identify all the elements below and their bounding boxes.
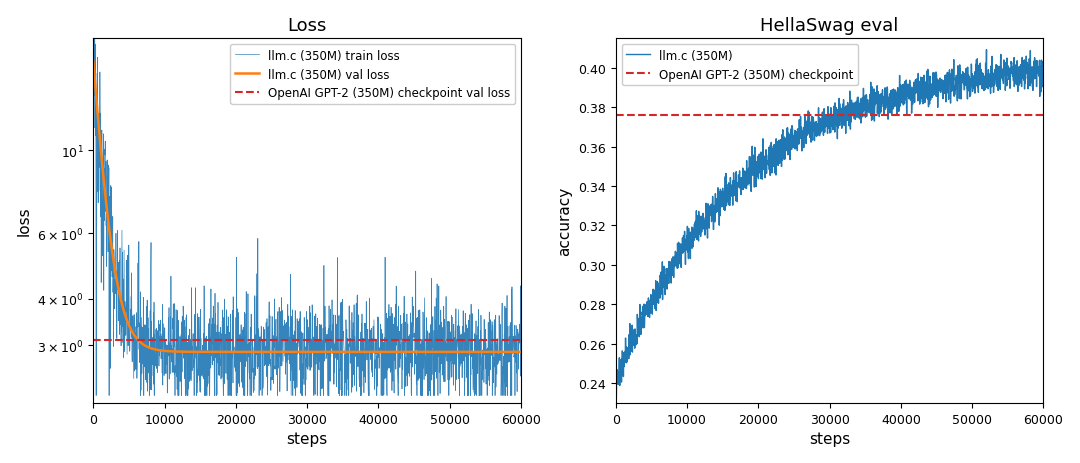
llm.c (350M) train loss [90, 393, 103, 399]
OpenAI GPT-2 (350M) checkpoint [609, 113, 622, 119]
Y-axis label: accuracy: accuracy [557, 187, 572, 256]
X-axis label: steps: steps [286, 432, 327, 446]
llm.c (350M) train loss [86, 21, 99, 27]
OpenAI GPT-2 (350M) checkpoint val loss [86, 338, 99, 343]
llm.c (350M) val loss [514, 350, 527, 355]
Legend: llm.c (350M) train loss, llm.c (350M) val loss, OpenAI GPT-2 (350M) checkpoint v: llm.c (350M) train loss, llm.c (350M) va… [230, 45, 515, 105]
llm.c (350M) [609, 379, 622, 384]
llm.c (350M) val loss [109, 268, 122, 274]
Legend: llm.c (350M), OpenAI GPT-2 (350M) checkpoint: llm.c (350M), OpenAI GPT-2 (350M) checkp… [622, 45, 859, 86]
Line: llm.c (350M) train loss: llm.c (350M) train loss [93, 0, 521, 396]
llm.c (350M) val loss [86, 59, 99, 64]
llm.c (350M) [1037, 75, 1050, 81]
llm.c (350M) [806, 138, 819, 144]
Title: Loss: Loss [287, 17, 327, 35]
Line: llm.c (350M): llm.c (350M) [616, 50, 1043, 396]
llm.c (350M) train loss [109, 275, 122, 280]
llm.c (350M) val loss [502, 350, 515, 355]
llm.c (350M) train loss [502, 343, 515, 348]
llm.c (350M) train loss [514, 369, 527, 375]
llm.c (350M) [1025, 71, 1038, 76]
llm.c (350M) train loss [502, 358, 515, 364]
llm.c (350M) [980, 48, 993, 53]
llm.c (350M) val loss [423, 350, 436, 355]
Line: llm.c (350M) val loss: llm.c (350M) val loss [93, 62, 521, 352]
llm.c (350M) [818, 126, 831, 131]
llm.c (350M) train loss [424, 393, 437, 399]
llm.c (350M) val loss [283, 350, 296, 355]
llm.c (350M) train loss [295, 361, 308, 367]
OpenAI GPT-2 (350M) checkpoint val loss [86, 338, 99, 343]
X-axis label: steps: steps [809, 432, 850, 446]
OpenAI GPT-2 (350M) checkpoint [609, 113, 622, 119]
llm.c (350M) val loss [295, 350, 308, 355]
llm.c (350M) [632, 333, 645, 338]
llm.c (350M) val loss [502, 350, 515, 355]
Title: HellaSwag eval: HellaSwag eval [760, 17, 899, 35]
llm.c (350M) [1025, 72, 1038, 77]
llm.c (350M) val loss [501, 350, 514, 355]
Y-axis label: loss: loss [16, 206, 31, 236]
llm.c (350M) train loss [284, 378, 297, 383]
llm.c (350M) [610, 394, 623, 399]
llm.c (350M) [946, 87, 959, 92]
